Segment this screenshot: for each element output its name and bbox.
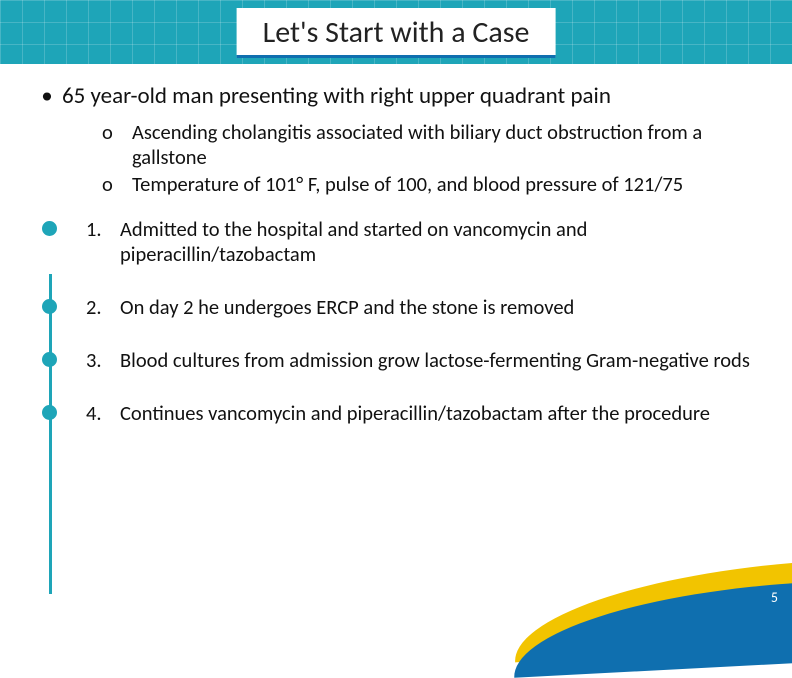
sub-bullet-text: Temperature of 101° F, pulse of 100, and… <box>132 172 683 197</box>
sub-bullet-marker: o <box>102 120 132 170</box>
timeline-dot-icon <box>42 299 57 314</box>
main-bullet-text: 65 year-old man presenting with right up… <box>62 82 611 110</box>
timeline-dot-icon <box>42 352 57 367</box>
timeline-dot-icon <box>42 405 57 420</box>
bullet-marker: • <box>32 82 62 110</box>
sub-bullet-item: o Ascending cholangitis associated with … <box>102 120 770 170</box>
item-number: 3. <box>86 348 120 373</box>
item-number: 1. <box>86 217 120 267</box>
item-text: Continues vancomycin and piperacillin/ta… <box>120 401 710 426</box>
footer-swoosh <box>552 557 792 612</box>
swoosh-blue-shape <box>510 582 792 678</box>
sub-bullet-marker: o <box>102 172 132 197</box>
sub-bullet-item: o Temperature of 101° F, pulse of 100, a… <box>102 172 770 197</box>
item-number: 2. <box>86 295 120 320</box>
slide-title: Let's Start with a Case <box>237 8 556 58</box>
numbered-item: 3. Blood cultures from admission grow la… <box>86 348 770 373</box>
numbered-list: 1. Admitted to the hospital and started … <box>86 217 770 426</box>
page-number: 5 <box>771 589 778 606</box>
sub-bullet-list: o Ascending cholangitis associated with … <box>102 120 770 197</box>
numbered-item: 1. Admitted to the hospital and started … <box>86 217 770 267</box>
item-text: On day 2 he undergoes ERCP and the stone… <box>120 295 574 320</box>
numbered-item: 2. On day 2 he undergoes ERCP and the st… <box>86 295 770 320</box>
item-number: 4. <box>86 401 120 426</box>
item-text: Blood cultures from admission grow lacto… <box>120 348 750 373</box>
sub-bullet-text: Ascending cholangitis associated with bi… <box>132 120 770 170</box>
main-bullet: • 65 year-old man presenting with right … <box>32 82 770 110</box>
header-band: Let's Start with a Case <box>0 0 792 64</box>
swoosh-yellow-shape <box>510 562 792 663</box>
slide-content: • 65 year-old man presenting with right … <box>32 82 770 454</box>
numbered-item: 4. Continues vancomycin and piperacillin… <box>86 401 770 426</box>
timeline-dot-icon <box>42 221 57 236</box>
item-text: Admitted to the hospital and started on … <box>120 217 770 267</box>
